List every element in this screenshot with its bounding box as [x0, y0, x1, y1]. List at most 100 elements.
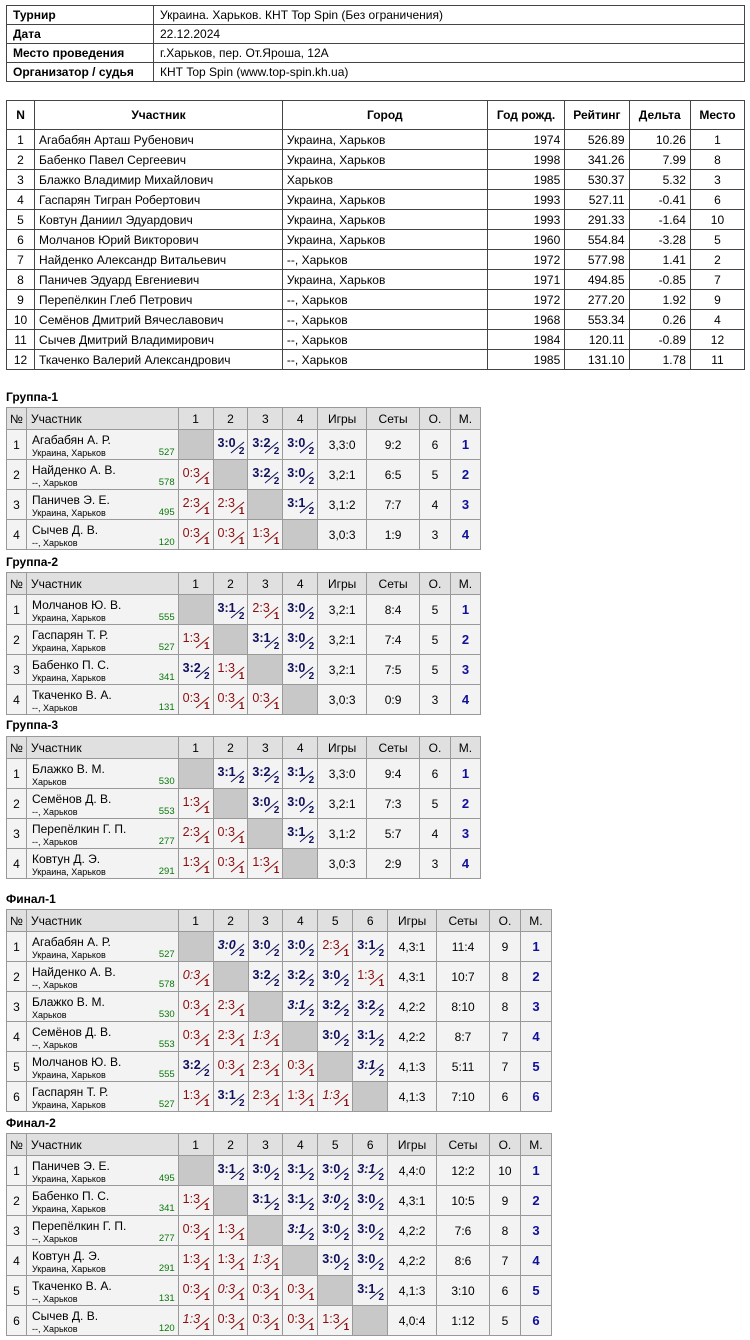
- player-cell: Гаспарян Т. Р. Украина, Харьков 527: [25, 624, 179, 655]
- sets-cell: 8:6: [436, 1245, 490, 1276]
- points-cell: 7: [488, 1051, 521, 1082]
- match-score: 3:1: [217, 1162, 236, 1176]
- col-number: №: [6, 909, 27, 932]
- match-result: 3:0 2: [247, 1155, 284, 1186]
- participant-cell: 5: [689, 229, 746, 250]
- match-points: 1: [238, 1262, 245, 1273]
- col-opponent: 2: [212, 572, 249, 595]
- match-points: 2: [343, 1232, 350, 1243]
- match-points: 2: [273, 775, 280, 786]
- col-games: Игры: [317, 572, 368, 595]
- group-row: 2 Бабенко П. С. Украина, Харьков 341 1:3 1 3:1…: [6, 1185, 553, 1216]
- match-result: 0:3 1: [177, 961, 214, 992]
- player-city: Харьков: [31, 777, 67, 787]
- participant-row: 12 Ткаченко Валерий Александрович --, Харь…: [5, 349, 746, 370]
- match-points: 1: [238, 835, 245, 846]
- player-city: Украина, Харьков: [31, 1264, 106, 1274]
- match-score: 3:0: [287, 466, 306, 480]
- match-score: 3:0: [322, 1252, 341, 1266]
- match-result: 0:3 1: [282, 1305, 319, 1336]
- match-result: 3:2 2: [177, 1051, 214, 1082]
- match-result: 3:1 2: [247, 624, 284, 655]
- match-result: 3:0 2: [282, 654, 319, 685]
- group-header-row: № Участник 1 2 3 4 5 6 Игры Сеты О. М.: [6, 909, 553, 932]
- match-result: 3:1 2: [212, 1155, 249, 1186]
- participant-row: 10 Семёнов Дмитрий Вячеславович --, Харько…: [5, 309, 746, 330]
- group-row: 1 Агабабян А. Р. Украина, Харьков 527 3:0 2 3:…: [6, 931, 553, 962]
- col-opponent: 5: [317, 909, 354, 932]
- participant-cell: 1.92: [628, 289, 691, 310]
- participant-cell: -1.64: [628, 209, 691, 230]
- group-title: Группа-3: [6, 718, 59, 732]
- sets-cell: 8:7: [436, 1021, 490, 1052]
- self-cell: [212, 961, 249, 992]
- col-opponent: 4: [282, 1133, 319, 1156]
- place-cell: 4: [449, 684, 482, 715]
- match-score: 0:3: [217, 1058, 235, 1072]
- match-points: 1: [238, 1068, 245, 1079]
- participant-cell: 131.10: [564, 349, 630, 370]
- match-result: 1:3 1: [177, 624, 214, 655]
- match-score: 1:3: [287, 1088, 305, 1102]
- sets-cell: 7:4: [366, 624, 421, 655]
- player-rating: 291: [158, 866, 175, 877]
- group-row: 1 Молчанов Ю. В. Украина, Харьков 555 3:1 2 2:…: [6, 594, 482, 625]
- match-score: 0:3: [287, 1312, 305, 1326]
- match-result: 0:3 1: [177, 684, 214, 715]
- player-rating: 291: [158, 1263, 175, 1274]
- match-score: 0:3: [217, 1282, 235, 1296]
- col-opponent: 4: [282, 572, 319, 595]
- participant-cell: 11: [689, 349, 746, 370]
- match-score: 1:3: [252, 526, 270, 540]
- sets-cell: 8:4: [366, 594, 421, 625]
- player-rating: 527: [158, 949, 175, 960]
- match-points: 1: [204, 1322, 210, 1333]
- match-score: 0:3: [182, 968, 201, 982]
- match-points: 1: [273, 536, 280, 547]
- participant-cell: 1: [689, 129, 746, 150]
- participant-cell: 1993: [486, 189, 566, 210]
- column-header: Год рожд.: [486, 100, 566, 130]
- match-result: 2:3 1: [247, 1081, 284, 1112]
- player-city: Украина, Харьков: [31, 1174, 106, 1184]
- match-points: 2: [343, 978, 350, 989]
- participant-cell: 2: [5, 149, 36, 170]
- match-score: 0:3: [217, 1312, 235, 1326]
- player-city: Украина, Харьков: [31, 673, 106, 683]
- player-city: Украина, Харьков: [31, 643, 106, 653]
- player-number: 3: [6, 489, 27, 520]
- match-score: 2:3: [252, 601, 270, 615]
- participants-table: N Участник Город Год рожд. Рейтинг Дельта Мест…: [5, 100, 746, 370]
- match-result: 0:3 1: [212, 818, 249, 849]
- participant-cell: Харьков: [281, 169, 488, 190]
- participant-cell: Агабабян Арташ Рубенович: [34, 129, 283, 150]
- match-score: 0:3: [182, 1028, 201, 1042]
- match-result: 0:3 1: [177, 519, 214, 550]
- group-row: 4 Сычев Д. В. --, Харьков 120 0:3 1 0:3 1 1:3 1 3,…: [6, 519, 482, 550]
- participant-cell: Украина, Харьков: [281, 129, 488, 150]
- player-name: Ткаченко В. А.: [31, 1279, 112, 1293]
- participant-row: 11 Сычев Дмитрий Владимирович --, Харьков 1…: [5, 329, 746, 350]
- match-result: 0:3 1: [282, 1275, 319, 1306]
- participant-cell: 7: [5, 249, 36, 270]
- match-points: 2: [308, 446, 315, 457]
- match-score: 1:3: [322, 1088, 340, 1102]
- match-result: 1:3 1: [317, 1305, 354, 1336]
- match-points: 1: [203, 641, 210, 652]
- player-name: Гаспарян Т. Р.: [31, 628, 109, 642]
- info-row: Организатор / судья КНТ Top Spin (www.top…: [6, 62, 745, 82]
- participant-cell: --, Харьков: [281, 249, 488, 270]
- match-points: 1: [273, 701, 280, 712]
- participant-cell: 8: [5, 269, 36, 290]
- match-score: 3:0: [322, 1028, 341, 1042]
- player-city: Украина, Харьков: [31, 1100, 106, 1110]
- col-opponent: 1: [177, 736, 214, 759]
- match-score: 1:3: [182, 855, 201, 869]
- player-name: Агабабян А. Р.: [31, 935, 111, 949]
- player-cell: Найденко А. В. --, Харьков 578: [25, 459, 179, 490]
- player-cell: Агабабян А. Р. Украина, Харьков 527: [25, 931, 179, 962]
- match-points: 1: [343, 1098, 350, 1109]
- col-place: М.: [519, 1133, 553, 1156]
- player-rating: 131: [158, 1293, 175, 1304]
- match-points: 1: [308, 1292, 315, 1303]
